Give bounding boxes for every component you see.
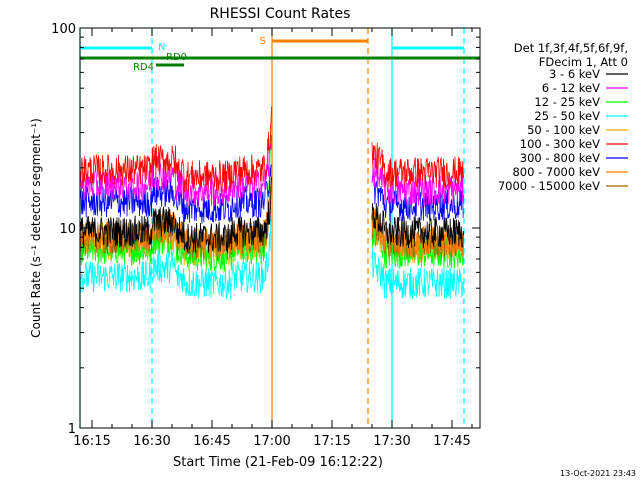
series-lines: [80, 106, 465, 300]
series-12-25-kev-after-gap: [371, 221, 465, 269]
legend-800-7000-kev-label: 800 - 7000 keV: [512, 165, 600, 179]
legend-12-25-kev-label: 12 - 25 keV: [534, 95, 600, 109]
chart-title: RHESSI Count Rates: [210, 6, 351, 22]
x-tick-label-1630: 16:30: [133, 434, 170, 449]
x-axis-label: Start Time (21-Feb-09 16:12:22): [173, 455, 383, 470]
series-25-50-kev-before-gap: [80, 219, 272, 300]
legend-300-800-kev-label: 300 - 800 keV: [520, 151, 600, 165]
y-axis: 1 10 100: [51, 22, 480, 437]
x-tick-label-1615: 16:15: [73, 434, 110, 449]
y-tick-label-100: 100: [51, 22, 76, 37]
flag-rd4-label: RD4: [133, 62, 154, 73]
x-tick-label-1730: 17:30: [373, 434, 410, 449]
series-100-300-kev-after-gap: [371, 142, 465, 189]
x-tick-label-1745: 17:45: [433, 434, 470, 449]
series-6-12-kev-before-gap: [80, 134, 272, 207]
series-25-50-kev-after-gap: [371, 248, 465, 300]
legend-header-line-1: Det 1f,3f,4f,5f,6f,9f,: [514, 41, 628, 55]
flag-rd0-label: RD0: [166, 52, 187, 63]
series-100-300-kev-before-gap: [80, 106, 272, 193]
flag-s-label: S: [260, 36, 266, 47]
y-tick-label-10: 10: [59, 222, 76, 237]
legend-25-50-kev-label: 25 - 50 keV: [534, 109, 600, 123]
legend-header-line-2: FDecim 1, Att 0: [539, 55, 628, 69]
legend-50-100-kev-label: 50 - 100 keV: [527, 123, 600, 137]
timestamp: 13-Oct-2021 23:43: [560, 469, 636, 478]
legend-7000-15000-kev-label: 7000 - 15000 keV: [498, 179, 600, 193]
legend: Det 1f,3f,4f,5f,6f,9f, FDecim 1, Att 0 3…: [498, 41, 628, 193]
x-axis: 16:15 16:30 16:45 17:00 17:15 17:30 17:45: [73, 28, 473, 449]
legend-3-6-kev-label: 3 - 6 keV: [549, 67, 600, 81]
x-tick-label-1645: 16:45: [193, 434, 230, 449]
x-tick-label-1700: 17:00: [253, 434, 290, 449]
series-3-6-kev-after-gap: [371, 203, 465, 249]
flag-n-label: N: [158, 42, 165, 53]
x-tick-label-1715: 17:15: [313, 434, 350, 449]
series-3-6-kev-before-gap: [80, 177, 272, 254]
legend-6-12-kev-label: 6 - 12 keV: [542, 81, 600, 95]
y-axis-label: Count Rate (s⁻¹ detector segment⁻¹): [29, 118, 43, 338]
y-tick-label-1: 1: [68, 422, 76, 437]
legend-100-300-kev-label: 100 - 300 keV: [520, 137, 600, 151]
